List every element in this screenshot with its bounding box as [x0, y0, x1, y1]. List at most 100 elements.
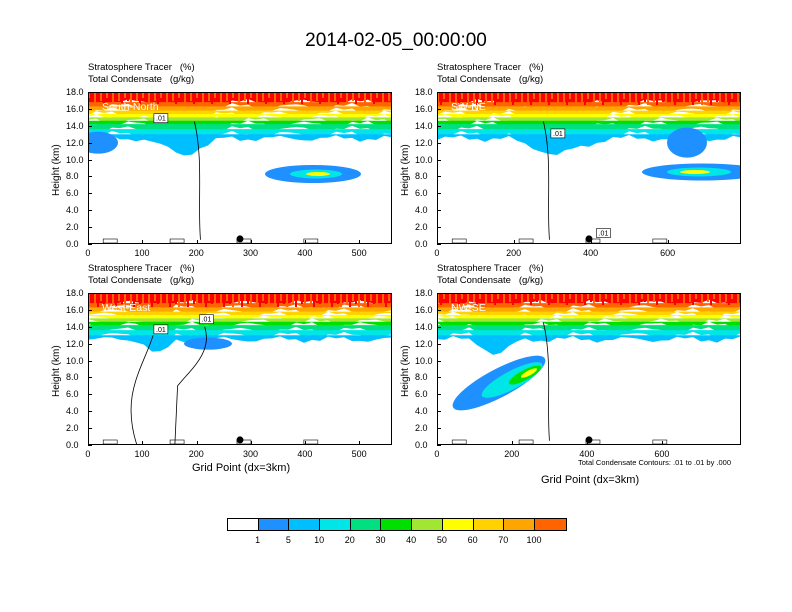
- tracer-streak: [169, 92, 171, 98]
- y-tick-mark: [88, 343, 92, 345]
- tracer-streak: [109, 293, 111, 301]
- tracer-streak: [515, 92, 517, 99]
- tracer-streak: [461, 293, 463, 299]
- colorbar-label: 60: [467, 535, 478, 545]
- tracer-streak: [88, 293, 90, 307]
- tracer-streak: [193, 293, 195, 304]
- tracer-streak: [719, 293, 721, 305]
- tracer-streak: [268, 92, 270, 98]
- tracer-streak: [286, 92, 288, 98]
- tracer-streak: [554, 92, 556, 102]
- tracer-streak: [512, 293, 514, 305]
- tracer-streak: [575, 92, 577, 105]
- tracer-streak: [491, 92, 493, 102]
- tracer-streak: [683, 92, 685, 105]
- tracer-streak: [707, 92, 709, 102]
- tracer-streak: [539, 92, 541, 105]
- tracer-layer: [437, 325, 741, 345]
- tracer-streak: [485, 92, 487, 105]
- tracer-streak: [449, 92, 451, 105]
- y-tick-label: 14.0: [66, 120, 84, 131]
- tracer-streak: [644, 92, 646, 102]
- condensate-contour: [543, 121, 550, 240]
- y-tick-label: 12.0: [66, 137, 84, 148]
- tracer-streak: [328, 92, 330, 104]
- y-tick-label: 4.0: [415, 205, 428, 216]
- tracer-streak: [455, 293, 457, 302]
- x-tick-label: 400: [297, 449, 313, 459]
- tracer-streak: [97, 92, 99, 98]
- tracer-streak: [728, 92, 730, 105]
- tracer-layer: [88, 129, 392, 149]
- tracer-streak: [488, 293, 490, 299]
- tracer-streak: [494, 293, 496, 305]
- tracer-streak: [271, 293, 273, 301]
- x-tick-mark: [437, 441, 438, 445]
- tracer-streak: [379, 293, 381, 301]
- tracer-streak: [187, 92, 189, 98]
- tracer-streak: [265, 92, 267, 104]
- tracer-streak: [566, 293, 568, 305]
- tracer-streak: [695, 92, 697, 99]
- tracer-streak: [740, 92, 741, 99]
- header-line-1: Stratosphere Tracer (%): [437, 263, 544, 274]
- y-tick-mark: [437, 193, 441, 195]
- tracer-streak: [437, 92, 439, 102]
- tracer-streak: [704, 293, 706, 299]
- tracer-streak: [202, 293, 204, 304]
- tracer-streak: [325, 293, 327, 301]
- colorbar-label: 50: [436, 535, 447, 545]
- tracer-streak: [283, 92, 285, 104]
- tracer-streak: [145, 92, 147, 101]
- tracer-streak: [316, 92, 318, 101]
- condensate-contour: [194, 121, 201, 240]
- tracer-streak: [626, 92, 628, 102]
- tracer-streak: [728, 293, 730, 305]
- tracer-streak: [313, 293, 315, 307]
- tracer-streak: [106, 92, 108, 98]
- x-tick-label: 400: [297, 248, 313, 258]
- tracer-streak: [232, 92, 234, 98]
- plot-panel-nw-se: NW-SE: [437, 293, 741, 445]
- x-tick-label: 300: [243, 449, 259, 459]
- tracer-streak: [139, 293, 141, 304]
- tracer-streak: [289, 293, 291, 301]
- x-tick-label: 300: [243, 248, 259, 258]
- tracer-streak: [668, 293, 670, 299]
- colorbar: [227, 518, 567, 531]
- x-axis-title: Grid Point (dx=3km): [192, 462, 291, 474]
- tracer-streak: [352, 293, 354, 301]
- tracer-streak: [638, 92, 640, 105]
- y-tick-mark: [88, 159, 92, 161]
- tracer-streak: [725, 92, 727, 102]
- tracer-streak: [94, 293, 96, 304]
- condensate-contour: [518, 439, 534, 445]
- tracer-streak: [349, 293, 351, 307]
- tracer-streak: [178, 92, 180, 98]
- tracer-streak: [602, 293, 604, 305]
- tracer-streak: [623, 293, 625, 299]
- y-tick-mark: [437, 360, 441, 362]
- tracer-streak: [548, 92, 550, 105]
- tracer-layer: [437, 134, 741, 155]
- tracer-streak: [172, 293, 174, 301]
- tracer-streak: [133, 92, 135, 98]
- colorbar-label: 70: [498, 535, 509, 545]
- tracer-streak: [247, 293, 249, 304]
- tracer-streak: [656, 293, 658, 305]
- y-tick-mark: [88, 193, 92, 195]
- tracer-streak: [334, 92, 336, 101]
- x-tick-mark: [250, 240, 252, 244]
- y-tick-mark: [88, 309, 92, 311]
- tracer-streak: [262, 92, 264, 101]
- tracer-streak: [551, 293, 553, 299]
- contour-label: .01: [202, 317, 212, 324]
- tracer-streak: [647, 293, 649, 305]
- tracer-streak: [731, 293, 733, 299]
- x-tick-mark: [590, 240, 592, 244]
- tracer-streak: [211, 92, 213, 104]
- tracer-streak: [692, 92, 694, 105]
- tracer-streak: [223, 293, 225, 307]
- tracer-streak: [283, 293, 285, 304]
- tracer-streak: [542, 92, 544, 99]
